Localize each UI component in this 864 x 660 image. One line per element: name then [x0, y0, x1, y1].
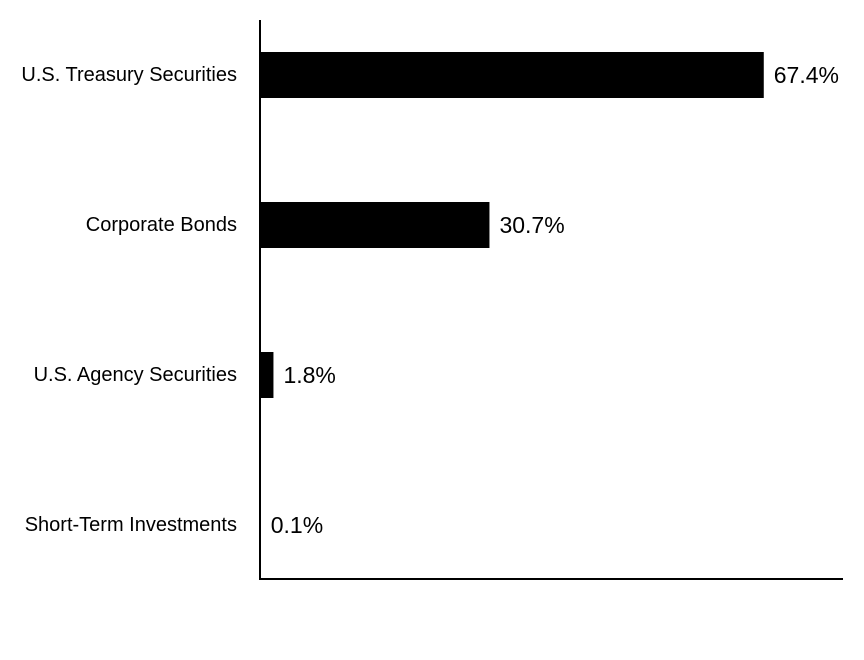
data-label-group: 67.4% 30.7% 1.8% 0.1%	[271, 62, 839, 538]
category-label: U.S. Agency Securities	[34, 364, 237, 386]
bar-1	[260, 52, 764, 98]
category-label: U.S. Treasury Securities	[21, 64, 237, 86]
bar-3	[260, 352, 274, 398]
data-label: 0.1%	[271, 512, 323, 538]
bar-2	[260, 202, 490, 248]
bar-group	[260, 52, 764, 548]
data-label: 67.4%	[774, 62, 839, 88]
category-label-group: U.S. Treasury Securities Corporate Bonds U…	[21, 64, 237, 536]
data-label: 30.7%	[499, 212, 564, 238]
category-label: Corporate Bonds	[86, 214, 237, 236]
data-label: 1.8%	[283, 362, 335, 388]
category-label: Short-Term Investments	[25, 514, 237, 536]
